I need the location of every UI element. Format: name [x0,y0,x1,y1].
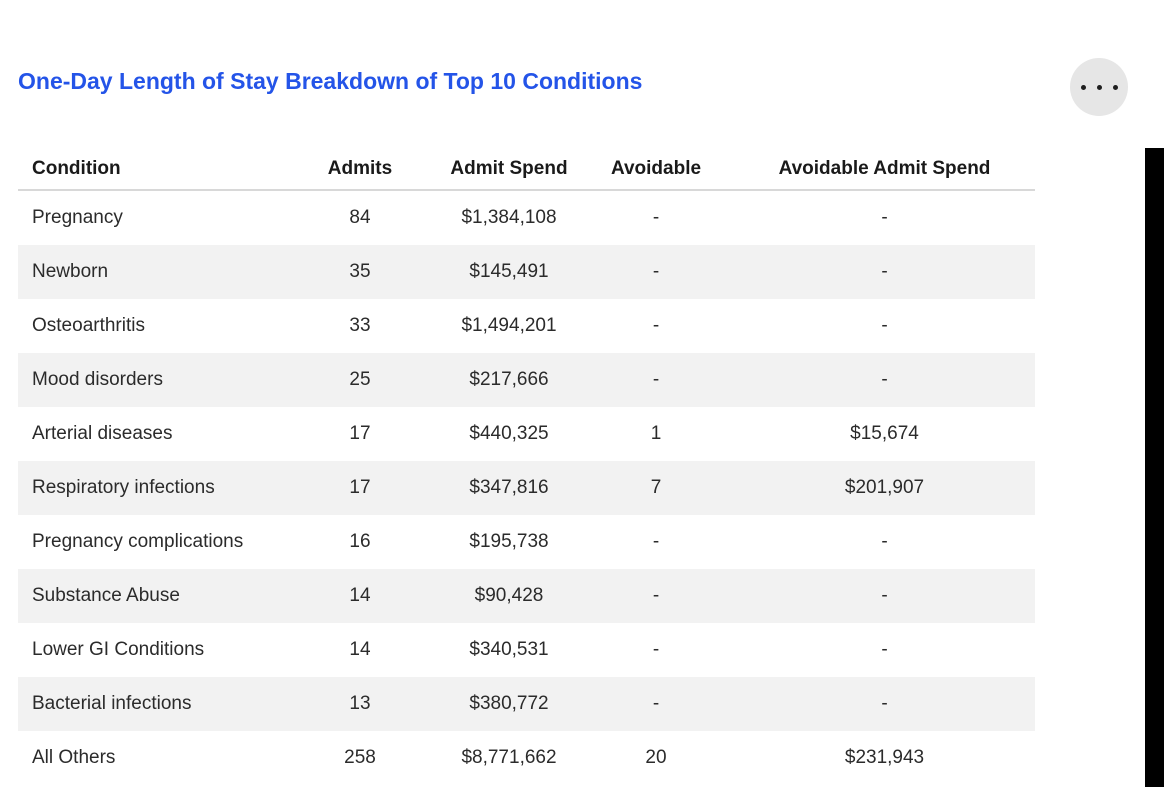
table-row: Lower GI Conditions 14 $340,531 - - [18,623,1035,677]
cell-avoidable-admit-spend: - [881,693,888,714]
cell-admits: 258 [344,747,376,768]
cell-admit-spend: $90,428 [474,585,544,606]
cell-admits: 17 [349,477,371,498]
table-row: Respiratory infections 17 $347,816 7 $201,90… [18,461,1035,515]
cell-admit-spend: $1,384,108 [461,207,557,228]
table-row: Pregnancy 84 $1,384,108 - - [18,190,1035,245]
conditions-table: Condition Admits Admit Spend Avoidable A… [18,148,1035,785]
table-header: Condition Admits Admit Spend Avoidable A… [18,148,1035,191]
cell-avoidable: - [652,639,660,660]
cell-condition: Bacterial infections [32,693,192,714]
cell-admit-spend: $145,491 [469,261,549,282]
cell-condition: Pregnancy complications [32,531,244,552]
cell-admits: 25 [349,369,371,390]
cell-avoidable: - [652,315,660,336]
table-row: Osteoarthritis 33 $1,494,201 - - [18,299,1035,353]
cell-condition: Osteoarthritis [32,315,145,336]
cell-admit-spend: $347,816 [469,477,549,498]
cell-admit-spend: $380,772 [469,693,549,714]
table-row: Pregnancy complications 16 $195,738 - - [18,515,1035,569]
cell-admit-spend: $340,531 [469,639,549,660]
column-header-condition[interactable]: Condition [18,148,310,191]
cell-admits: 14 [349,585,371,606]
cell-avoidable-admit-spend: - [881,531,888,552]
table: Condition Admits Admit Spend Avoidable A… [18,148,1035,785]
cell-avoidable-admit-spend: - [881,639,888,660]
table-row: All Others 258 $8,771,662 20 $231,943 [18,731,1035,785]
cell-avoidable-admit-spend: - [881,369,888,390]
column-header-avoidable-admit-spend[interactable]: Avoidable Admit Spend [704,148,1035,191]
cell-admit-spend: $195,738 [469,531,549,552]
cell-admit-spend: $1,494,201 [461,315,557,336]
adjacent-panel-edge [1145,148,1164,787]
ellipsis-icon [1080,84,1118,90]
cell-admit-spend: $440,325 [469,423,549,444]
cell-condition: Pregnancy [32,207,123,228]
column-header-admit-spend[interactable]: Admit Spend [410,148,608,191]
cell-condition: Newborn [32,261,109,282]
header-row: Condition Admits Admit Spend Avoidable A… [18,148,1035,191]
table-row: Newborn 35 $145,491 - - [18,245,1035,299]
cell-condition: All Others [32,747,116,768]
cell-avoidable: - [652,585,660,606]
cell-admit-spend: $217,666 [469,369,549,390]
table-row: Bacterial infections 13 $380,772 - - [18,677,1035,731]
cell-avoidable-admit-spend: - [881,207,888,228]
table-body: Pregnancy 84 $1,384,108 - - Newborn 35 $145,491… [18,190,1035,785]
cell-avoidable-admit-spend: - [881,585,888,606]
cell-admits: 17 [349,423,371,444]
cell-admits: 14 [349,639,371,660]
cell-avoidable-admit-spend: - [881,315,888,336]
cell-condition: Substance Abuse [32,585,180,606]
cell-admits: 84 [349,207,371,228]
cell-condition: Lower GI Conditions [32,639,205,660]
visual-title: One-Day Length of Stay Breakdown of Top … [18,68,643,94]
cell-admits: 16 [349,531,371,552]
cell-admit-spend: $8,771,662 [461,747,557,768]
cell-condition: Respiratory infections [32,477,215,498]
table-row: Mood disorders 25 $217,666 - - [18,353,1035,407]
cell-condition: Arterial diseases [32,423,173,444]
cell-avoidable-admit-spend: $231,943 [844,747,925,768]
column-header-admits[interactable]: Admits [310,148,410,191]
table-row: Substance Abuse 14 $90,428 - - [18,569,1035,623]
cell-avoidable: 1 [650,423,662,444]
cell-avoidable: 7 [650,477,662,498]
cell-avoidable: - [652,693,660,714]
cell-avoidable: 20 [645,747,667,768]
cell-admits: 35 [349,261,371,282]
cell-avoidable: - [652,369,660,390]
cell-avoidable-admit-spend: - [881,261,888,282]
cell-avoidable: - [652,531,660,552]
cell-avoidable-admit-spend: $201,907 [844,477,925,498]
cell-admits: 13 [349,693,371,714]
cell-avoidable: - [652,261,660,282]
cell-admits: 33 [349,315,371,336]
cell-avoidable-admit-spend: $15,674 [850,423,919,444]
table-row: Arterial diseases 17 $440,325 1 $15,674 [18,407,1035,461]
column-header-avoidable[interactable]: Avoidable [608,148,704,191]
cell-avoidable: - [652,207,660,228]
more-options-button[interactable] [1070,58,1128,116]
cell-condition: Mood disorders [32,369,163,390]
